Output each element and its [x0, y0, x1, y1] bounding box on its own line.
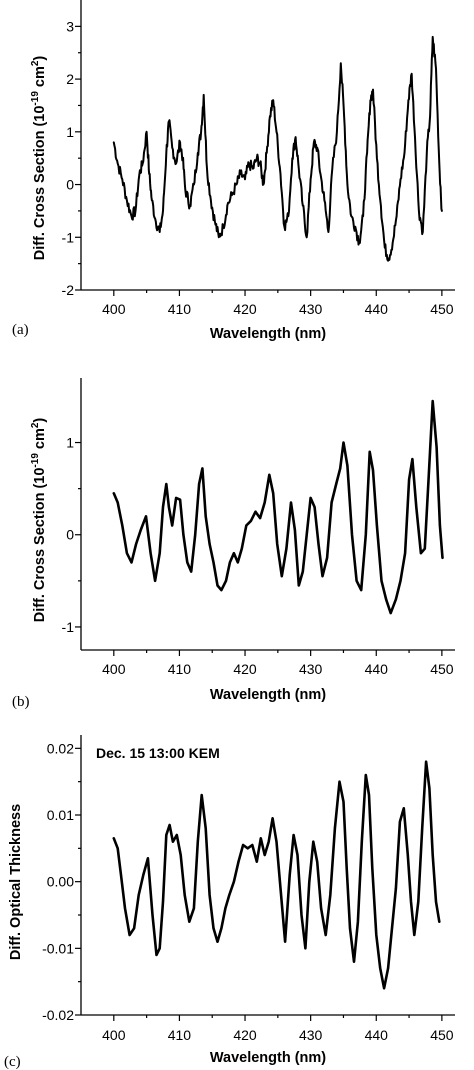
panel-b-y-tick-label: 0 [66, 527, 74, 543]
panel-a-x-tick-label: 440 [365, 301, 389, 317]
panel-b-x-tick-label: 430 [299, 661, 323, 677]
panel-a-x-tick-label: 420 [233, 301, 257, 317]
panel-a-x-tick-label: 400 [102, 301, 126, 317]
panel-c-x-tick-label: 440 [365, 1027, 389, 1043]
panel-a-y-title: Diff. Cross Section (10-19 cm2) [30, 56, 48, 261]
panel-b-x-tick-label: 420 [233, 661, 257, 677]
panel-a-y-tick-label: 3 [66, 18, 74, 34]
panel-c-y-tick-label: -0.01 [42, 940, 74, 956]
panel-a: 400 410 420 430 440 450 -2 -1 0 1 2 3 Wavelength (… [12, 0, 455, 342]
panel-a-label: (a) [12, 322, 29, 338]
panel-c-x-tick-label: 430 [299, 1027, 323, 1043]
panel-c-y-tick-label: -0.02 [42, 1007, 74, 1023]
panel-a-y-tick-label: 1 [66, 124, 74, 140]
panel-a-y-tick-label: -2 [62, 282, 75, 298]
panel-c-label: (c) [4, 1054, 21, 1070]
panel-a-series-line [112, 35, 443, 262]
panel-c-series-line [112, 760, 441, 990]
panel-b-y-title: Diff. Cross Section (10-19 cm2) [30, 418, 48, 623]
panel-b-y-tick-label: 1 [66, 435, 74, 451]
panel-c-x-tick-label: 400 [102, 1027, 126, 1043]
panel-b-x-title: Wavelength (nm) [210, 687, 326, 703]
panel-c-x-tick-label: 450 [430, 1027, 454, 1043]
panel-b-y-tick-label: -1 [62, 619, 75, 635]
panel-a-y-tick-label: -1 [62, 229, 75, 245]
panel-b-series-line [112, 399, 444, 615]
panel-b-x-tick-label: 400 [102, 661, 126, 677]
panel-b: 400 410 420 430 440 450 -101 Wavelength (nm) … [12, 378, 455, 710]
panel-a-y-tick-label: 0 [66, 177, 74, 193]
panel-c: 400 410 420 430 440 450 -0.02 -0.01 0.00 0.01 0.0… [4, 735, 455, 1070]
panel-c-x-tick-label: 410 [168, 1027, 192, 1043]
panel-a-x-tick-label: 410 [168, 301, 192, 317]
panel-c-y-tick-label: 0.01 [47, 807, 74, 823]
panel-c-y-tick-label: 0.02 [47, 740, 74, 756]
panel-c-y-title: Diff. Optical Thickness [8, 804, 24, 960]
panel-b-x-tick-label: 410 [168, 661, 192, 677]
panel-a-y-tick-label: 2 [66, 71, 74, 87]
panel-c-x-tick-label: 420 [233, 1027, 257, 1043]
panel-c-annotation: Dec. 15 13:00 KEM [96, 745, 220, 761]
panel-a-x-tick-label: 450 [430, 301, 454, 317]
panel-b-x-tick-label: 450 [430, 661, 454, 677]
panel-a-x-title: Wavelength (nm) [210, 326, 326, 342]
panel-a-x-tick-label: 430 [299, 301, 323, 317]
panel-c-y-tick-label: 0.00 [47, 874, 74, 890]
panel-c-x-title: Wavelength (nm) [210, 1050, 326, 1066]
panel-b-x-tick-label: 440 [365, 661, 389, 677]
panel-b-label: (b) [12, 694, 30, 710]
